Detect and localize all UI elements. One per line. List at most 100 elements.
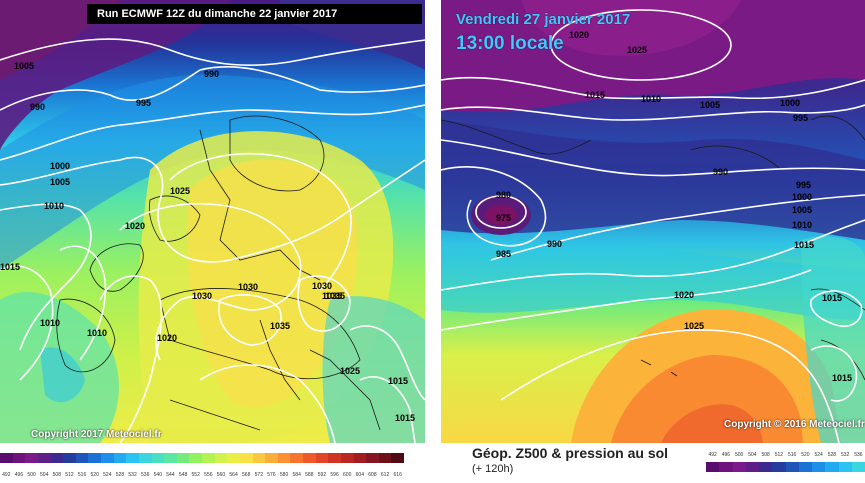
scale-value-label: 500: [27, 472, 36, 478]
scale-value-label: 508: [761, 452, 770, 458]
isobar-label: 1015: [794, 240, 814, 250]
scale-swatch: [75, 453, 89, 463]
isobar-label: 1010: [40, 318, 60, 328]
scale-swatch: [37, 453, 51, 463]
isobar-label: 1020: [674, 290, 694, 300]
scale-value-label: 604: [355, 472, 364, 478]
isobar-label: 985: [496, 249, 511, 259]
scale-value-label: 540: [153, 472, 162, 478]
scale-swatch: [189, 453, 202, 463]
isobar-label: 1020: [569, 30, 589, 40]
scale-swatch: [113, 453, 127, 463]
scale-swatch: [151, 453, 165, 463]
scale-value-label: 564: [229, 472, 238, 478]
isobar-label: 1005: [14, 61, 34, 71]
left-copyright: Copyright 2017 Meteociel.fr: [31, 429, 162, 440]
isobar-label: 990: [204, 69, 219, 79]
scale-value-label: 596: [330, 472, 339, 478]
scale-value-label: 532: [840, 452, 850, 458]
isobar-label: 1035: [270, 321, 290, 331]
isobar-label: 1015: [832, 373, 852, 383]
valid-date: Vendredi 27 janvier 2017: [456, 11, 631, 28]
right-map-canvas: 1020 1025 1015 1010 1005 1000 995 990 99…: [441, 0, 865, 443]
scale-value-label: 524: [103, 472, 112, 478]
scale-swatch: [378, 453, 392, 463]
isobar-label: 1020: [157, 333, 177, 343]
scale-swatch: [138, 453, 152, 463]
scale-value-label: 516: [787, 452, 797, 458]
isobar-label: 995: [796, 180, 811, 190]
scale-value-label: 504: [40, 472, 49, 478]
scale-swatch: [759, 462, 773, 472]
scale-value-label: 500: [734, 452, 744, 458]
isobar-label: 1000: [792, 192, 812, 202]
left-isobar-labels: 1005 990 990 995 1000 1005 1010 1025 102…: [0, 61, 415, 423]
scale-value-label: 568: [242, 472, 251, 478]
isobar-label: 1030: [312, 281, 332, 291]
scale-swatch: [126, 453, 139, 463]
color-scale-right: [706, 462, 865, 472]
scale-swatch: [25, 453, 38, 463]
color-scale-left-labels: 492 496 500 504 508 512 516 520 524 528 532 536 540 5…: [0, 472, 404, 478]
scale-swatch: [785, 462, 799, 472]
scale-value-label: 520: [90, 472, 99, 478]
scale-value-label: 528: [115, 472, 125, 478]
scale-swatch: [772, 462, 786, 472]
scale-swatch: [252, 453, 266, 463]
scale-value-label: 544: [166, 472, 175, 478]
isobar-label: 1035: [325, 291, 345, 301]
scale-swatch: [798, 462, 812, 472]
left-map-canvas: 1005 990 990 995 1000 1005 1010 1025 102…: [0, 0, 425, 443]
scale-value-label: 608: [368, 472, 377, 478]
scale-value-label: 532: [128, 472, 137, 478]
isobar-label: 1010: [87, 328, 107, 338]
isobar-label: 1015: [388, 376, 408, 386]
isobar-label: 1025: [684, 321, 704, 331]
isobar-label: 1015: [585, 90, 605, 100]
isobar-label: 1015: [0, 262, 20, 272]
scale-swatch: [202, 453, 215, 463]
isobar-label: 1030: [192, 291, 212, 301]
color-scale-right-labels: 492 496 500 504 508 512 516 520 524 528 532 536: [706, 452, 865, 458]
scale-value-label: 572: [254, 472, 263, 478]
scale-value-label: 588: [305, 472, 314, 478]
left-forecast-map: 1005 990 990 995 1000 1005 1010 1025 102…: [0, 0, 425, 443]
scale-swatch: [340, 453, 354, 463]
isobar-label: 975: [496, 213, 511, 223]
scale-swatch: [214, 453, 228, 463]
scale-value-label: 536: [141, 472, 150, 478]
isobar-label: 1010: [641, 94, 661, 104]
right-isobar-labels: 1020 1025 1015 1010 1005 1000 995 990 99…: [496, 30, 852, 383]
scale-value-label: 492: [2, 472, 11, 478]
scale-swatch: [315, 453, 329, 463]
isobar-label: 1030: [238, 282, 258, 292]
isobar-label: 1015: [395, 413, 415, 423]
scale-swatch: [812, 462, 826, 472]
valid-time: 13:00 locale: [456, 33, 564, 54]
scale-value-label: 504: [748, 452, 757, 458]
scale-swatch: [825, 462, 839, 472]
scale-swatch: [719, 462, 733, 472]
scale-value-label: 536: [854, 452, 863, 458]
scale-value-label: 512: [774, 452, 784, 458]
isobar-label: 1015: [822, 293, 842, 303]
isobar-label: 990: [547, 239, 562, 249]
scale-value-label: 524: [814, 452, 823, 458]
isobar-label: 1010: [44, 201, 64, 211]
scale-value-label: 616: [393, 472, 402, 478]
isobar-label: 1005: [700, 100, 720, 110]
isobar-label: 1005: [50, 177, 70, 187]
scale-swatch: [838, 462, 852, 472]
scale-value-label: 496: [14, 472, 24, 478]
scale-value-label: 528: [827, 452, 837, 458]
isobar-label: 1025: [340, 366, 360, 376]
isobar-label: 1000: [50, 161, 70, 171]
isobar-label: 980: [496, 190, 511, 200]
legend-subtitle: (+ 120h): [472, 463, 514, 475]
isobar-label: 995: [136, 98, 151, 108]
scale-swatch: [391, 453, 404, 463]
scale-value-label: 496: [721, 452, 731, 458]
isobar-label: 990: [30, 102, 45, 112]
scale-value-label: 508: [52, 472, 61, 478]
scale-value-label: 512: [65, 472, 74, 478]
